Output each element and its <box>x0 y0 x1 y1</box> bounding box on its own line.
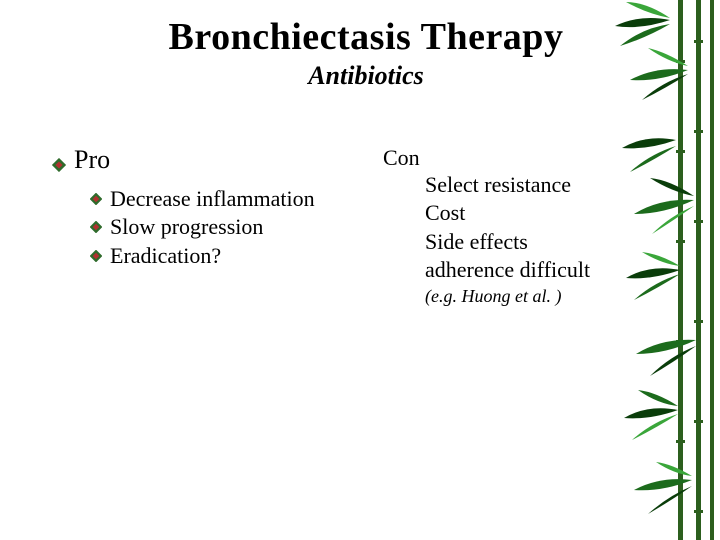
list-item: Select resistance <box>425 171 680 199</box>
title-main: Bronchiectasis Therapy <box>52 18 680 58</box>
con-column: Con Select resistance Cost Side effects … <box>369 145 680 307</box>
pro-heading-text: Pro <box>74 145 110 175</box>
list-item: Slow progression <box>90 213 349 241</box>
list-item: adherence difficult <box>425 256 680 284</box>
list-item: Cost <box>425 199 680 227</box>
diamond-bullet-icon <box>90 242 102 262</box>
pro-item-text: Slow progression <box>110 213 263 241</box>
slide: Bronchiectasis Therapy Antibiotics Pro <box>0 0 720 540</box>
con-list: Select resistance Cost Side effects adhe… <box>383 171 680 284</box>
diamond-bullet-icon <box>90 213 102 233</box>
pro-column: Pro Decrease inflammation <box>52 145 349 307</box>
diamond-bullet-icon <box>52 149 66 172</box>
citation-text: (e.g. Huong et al. ) <box>383 286 680 307</box>
con-heading: Con <box>383 145 680 171</box>
pro-heading: Pro <box>52 145 349 175</box>
pro-item-text: Eradication? <box>110 242 221 270</box>
pro-list: Decrease inflammation Slow progression <box>52 185 349 269</box>
slide-title-block: Bronchiectasis Therapy Antibiotics <box>52 18 680 89</box>
title-sub: Antibiotics <box>52 62 680 89</box>
list-item: Decrease inflammation <box>90 185 349 213</box>
list-item: Eradication? <box>90 242 349 270</box>
content-columns: Pro Decrease inflammation <box>52 145 680 307</box>
pro-item-text: Decrease inflammation <box>110 185 315 213</box>
list-item: Side effects <box>425 228 680 256</box>
diamond-bullet-icon <box>90 185 102 205</box>
